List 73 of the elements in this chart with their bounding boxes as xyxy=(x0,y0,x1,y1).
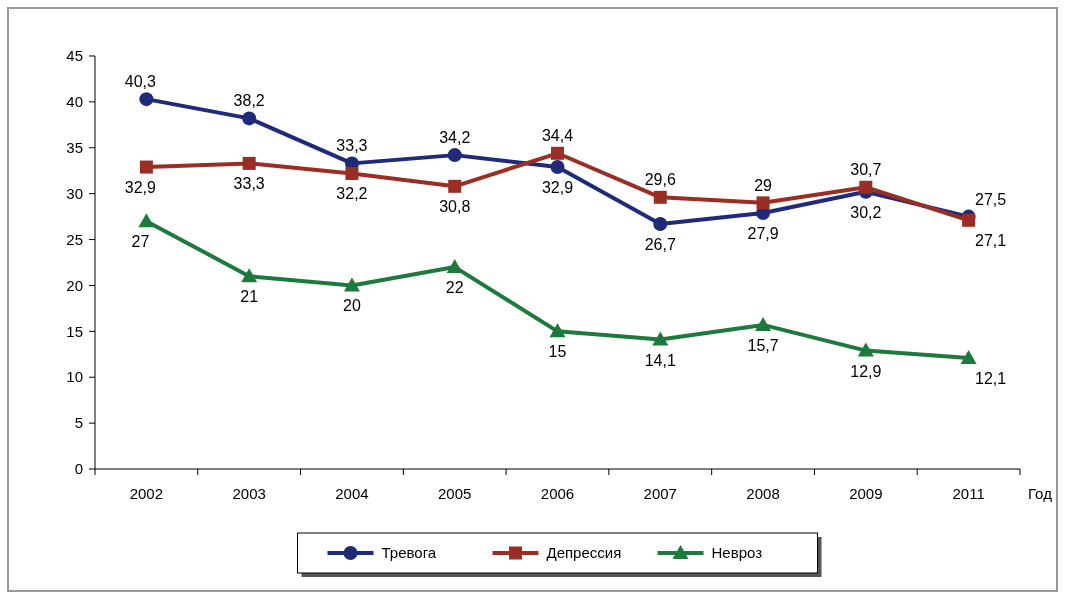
data-label: 30,7 xyxy=(850,161,882,179)
point xyxy=(345,166,359,180)
data-label: 29,6 xyxy=(644,171,676,189)
y-tick-label: 25 xyxy=(66,230,83,248)
data-label: 27 xyxy=(131,233,150,251)
point xyxy=(859,180,873,194)
x-tick-label: 2003 xyxy=(232,485,266,502)
point xyxy=(549,323,566,338)
legend-label: Невроз xyxy=(711,544,763,562)
data-label: 32,9 xyxy=(124,179,157,197)
data-label: 12,1 xyxy=(975,369,1007,387)
y-tick-label: 45 xyxy=(66,47,83,65)
y-tick-label: 30 xyxy=(66,184,83,202)
data-label: 20 xyxy=(343,297,361,315)
point xyxy=(857,342,874,357)
point xyxy=(242,111,257,126)
legend-label: Депрессия xyxy=(546,544,622,562)
y-tick-label: 0 xyxy=(74,460,83,478)
data-label: 38,2 xyxy=(233,92,265,110)
data-label: 15,7 xyxy=(747,336,779,354)
point xyxy=(447,148,462,163)
point xyxy=(962,213,976,227)
data-label: 27,9 xyxy=(747,224,779,242)
data-label: 34,4 xyxy=(541,127,574,145)
y-tick-label: 35 xyxy=(66,139,83,157)
data-label: 30,2 xyxy=(850,203,882,221)
x-tick-label: 2006 xyxy=(540,485,575,502)
point xyxy=(139,92,154,107)
y-tick-label: 5 xyxy=(74,414,83,432)
data-label: 12,9 xyxy=(850,362,882,380)
y-tick-label: 40 xyxy=(66,93,83,111)
x-tick-label: 2005 xyxy=(438,485,472,502)
point xyxy=(653,190,667,204)
data-label: 26,7 xyxy=(644,235,676,253)
point xyxy=(652,331,669,346)
x-tick-label: 2008 xyxy=(746,485,780,502)
point xyxy=(242,156,256,170)
point xyxy=(446,259,463,274)
x-axis-title: Год xyxy=(1028,485,1053,502)
data-label: 29 xyxy=(754,176,773,194)
data-label: 33,3 xyxy=(233,175,265,193)
x-tick-label: 2009 xyxy=(849,485,883,502)
point xyxy=(550,160,565,175)
x-tick-label: 2004 xyxy=(335,485,369,502)
point xyxy=(755,316,772,331)
data-label: 27,5 xyxy=(975,190,1007,208)
data-label: 30,8 xyxy=(439,198,471,216)
point xyxy=(343,277,360,292)
y-tick-label: 20 xyxy=(66,276,83,294)
x-tick-label: 2002 xyxy=(129,485,164,502)
data-label: 33,3 xyxy=(336,137,368,155)
point xyxy=(960,349,977,364)
point xyxy=(139,160,153,174)
y-tick-label: 15 xyxy=(66,322,83,340)
data-label: 32,9 xyxy=(541,179,574,197)
data-label: 21 xyxy=(240,288,259,306)
data-label: 40,3 xyxy=(124,73,157,91)
data-label: 14,1 xyxy=(644,351,676,369)
data-label: 22 xyxy=(445,279,464,297)
point xyxy=(551,146,564,160)
y-tick-label: 10 xyxy=(66,368,83,386)
legend-label: Тревога xyxy=(381,544,437,562)
data-label: 15 xyxy=(548,343,567,361)
point xyxy=(653,216,668,231)
x-tick-label: 2007 xyxy=(643,485,677,502)
x-tick-label: 2011 xyxy=(952,485,985,502)
data-label: 32,2 xyxy=(336,185,368,203)
point xyxy=(448,179,462,193)
point xyxy=(241,268,258,283)
point xyxy=(138,213,155,228)
data-label: 27,1 xyxy=(975,232,1007,250)
data-label: 34,2 xyxy=(439,129,471,147)
point xyxy=(756,196,770,210)
